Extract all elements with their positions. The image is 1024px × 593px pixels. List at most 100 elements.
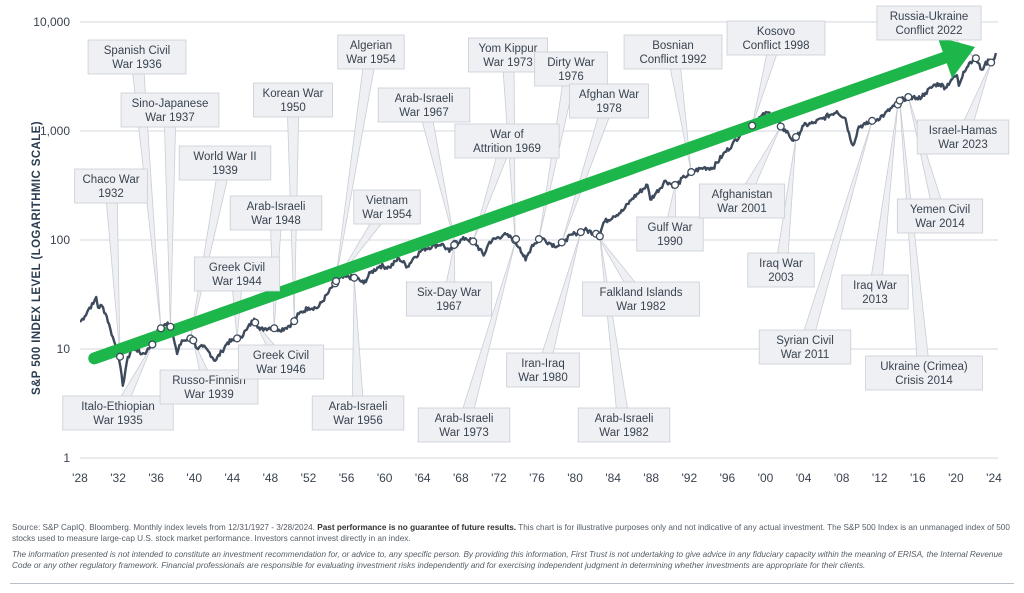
annotation-box: Spanish Civil War 1936 — [87, 39, 187, 75]
annotation-label: World War II — [193, 151, 256, 163]
sp500-chart: S&P 500 INDEX LEVEL (LOGARITHMIC SCALE) … — [31, 5, 1010, 485]
annotation-box-bg — [337, 34, 405, 70]
annotation-label: Israel-Hamas — [929, 125, 998, 137]
x-tick-label: '28 — [72, 471, 88, 485]
x-tick-label: '48 — [263, 471, 279, 485]
event-marker — [270, 324, 279, 333]
annotation-leader — [457, 238, 517, 428]
annotation-box-bg — [237, 344, 325, 380]
y-tick-label: 10,000 — [33, 15, 70, 29]
annotation-box: Arab-Israeli War 1956 — [311, 395, 405, 431]
x-tick-label: '68 — [453, 471, 469, 485]
annotation-label: War 1967 — [399, 107, 448, 119]
x-tick-label: '32 — [110, 471, 126, 485]
y-tick-label: 10 — [57, 342, 71, 356]
annotation-box-bg — [698, 183, 786, 219]
trend-arrow — [88, 36, 975, 365]
x-tick-label: '52 — [301, 471, 317, 485]
source-intro: Source: S&P CapIQ. Bloomberg. Monthly in… — [12, 523, 315, 532]
x-tick-label: '04 — [796, 471, 812, 485]
event-marker — [469, 237, 478, 246]
event-marker — [251, 318, 260, 327]
annotation-label: Iran-Iraq — [521, 358, 564, 370]
annotation-box: Vietnam War 1954 — [353, 189, 421, 225]
annotation-box: Kosovo Conflict 1998 — [726, 20, 826, 56]
annotation-label: War 1980 — [518, 372, 567, 384]
x-tick-labels: '28 '32 '36 '40 '44 '48 '52 '56 '60 '64 '68 '72 '76 '… — [72, 471, 1002, 485]
event-marker — [189, 336, 198, 345]
event-marker — [156, 324, 165, 333]
event-marker — [868, 116, 877, 125]
annotation-label: War of — [490, 129, 524, 141]
annotation-box-bg — [353, 189, 421, 225]
annotation-label: Six-Day War — [417, 287, 481, 299]
annotation-leader — [351, 277, 365, 414]
annotation-box: Russia-Ukraine Conflict 2022 — [876, 5, 982, 41]
event-marker — [450, 240, 459, 250]
annotation-box: Arab-Israeli War 1967 — [377, 87, 471, 123]
annotation-label: Conflict 1998 — [742, 40, 809, 52]
annotation-box: Russo-Finnish War 1939 — [159, 369, 259, 405]
annotation-label: Vietnam — [366, 195, 408, 207]
x-tick-label: '44 — [225, 471, 241, 485]
event-marker — [671, 180, 680, 189]
annotation-box-bg — [758, 329, 852, 365]
annotation-label: Crisis 2014 — [895, 375, 953, 387]
annotation-box: Arab-Israeli War 1982 — [577, 407, 671, 443]
annotation-label: War 1954 — [362, 209, 412, 221]
y-axis-label: S&P 500 INDEX LEVEL (LOGARITHMIC SCALE) — [31, 121, 43, 395]
x-tick-label: '84 — [605, 471, 621, 485]
annotation-label: 2013 — [862, 294, 888, 306]
annotation-box: Iran-Iraq War 1980 — [506, 352, 580, 388]
event-marker — [350, 273, 359, 282]
annotation-label: Chaco War — [82, 174, 139, 186]
annotation-box-bg — [454, 123, 560, 159]
annotation-label: 1990 — [657, 236, 683, 248]
event-marker — [534, 235, 543, 244]
annotation-label: War 1937 — [145, 112, 194, 124]
annotation-label: Arab-Israeli — [247, 201, 306, 213]
annotation-label: Algerian — [350, 40, 392, 52]
annotation-box-bg — [74, 168, 148, 204]
event-marker — [512, 235, 521, 244]
annotation-label: War 1973 — [439, 427, 488, 439]
annotation-box: Syrian Civil War 2011 — [758, 329, 852, 365]
annotation-box-bg — [405, 281, 493, 317]
annotation-box-bg — [623, 34, 723, 70]
event-marker — [595, 232, 604, 241]
annotation-label: Italo-Ethiopian — [81, 401, 155, 413]
annotation-leader — [104, 185, 121, 357]
annotation-label: Korean War — [263, 88, 324, 100]
annotation-leader — [798, 120, 873, 350]
annotation-label: Falkland Islands — [599, 287, 682, 299]
annotation-label: 2003 — [768, 272, 794, 284]
annotation-box: Arab-Israeli War 1948 — [229, 195, 323, 231]
annotation-box: Korean War 1950 — [253, 82, 333, 118]
event-marker — [776, 122, 785, 131]
annotation-label: Afghanistan — [712, 189, 773, 201]
event-marker — [166, 322, 175, 331]
annotation-label: Russia-Ukraine — [890, 11, 969, 23]
event-marker — [148, 340, 157, 349]
x-tick-label: '24 — [986, 471, 1002, 485]
annotation-box-bg — [377, 87, 471, 123]
event-marker — [576, 228, 585, 237]
x-tick-label: '64 — [415, 471, 431, 485]
annotation-box-bg — [916, 119, 1010, 155]
annotation-box: Iraq War 2013 — [841, 274, 909, 310]
annotation-box: Yemen Civil War 2014 — [896, 198, 984, 234]
annotation-box: War of Attrition 1969 — [454, 123, 560, 159]
annotation-leader — [417, 103, 456, 245]
x-tick-label: '16 — [910, 471, 926, 485]
annotation-label: Ukraine (Crimea) — [880, 361, 968, 373]
annotation-label: War 1973 — [483, 57, 532, 69]
annotation-box: Gulf War 1990 — [636, 216, 704, 252]
event-marker — [971, 54, 980, 63]
annotation-label: Arab-Israeli — [329, 401, 388, 413]
annotation-box-bg — [229, 195, 323, 231]
annotation-label: Dirty War — [547, 57, 595, 69]
x-tick-label: '40 — [186, 471, 202, 485]
event-marker — [233, 334, 242, 343]
annotation-box: Afghanistan War 2001 — [698, 183, 786, 219]
annotation-box-bg — [747, 252, 815, 288]
